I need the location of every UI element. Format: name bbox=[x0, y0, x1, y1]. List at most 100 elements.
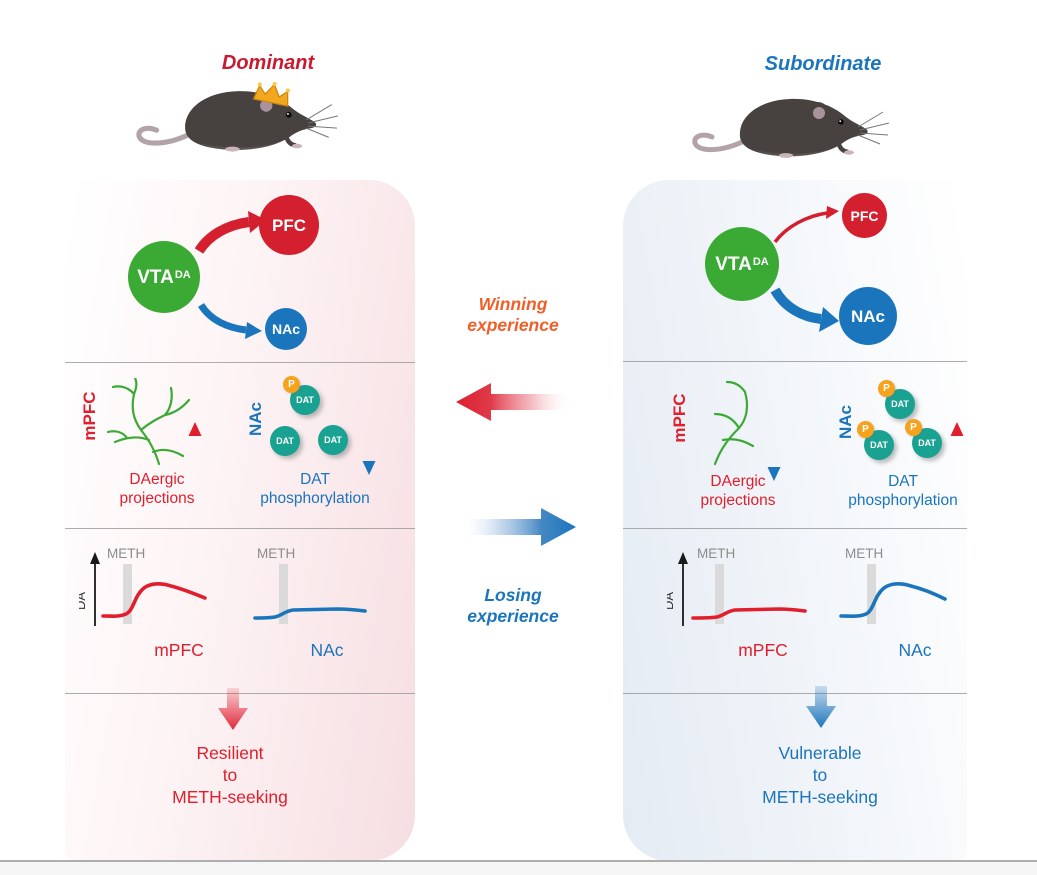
meth-injection-bar bbox=[279, 564, 288, 624]
dominant-mouse-with-crown-illustration bbox=[136, 82, 339, 152]
vulnerable-outcome-text: Vulnerable to METH-seeking bbox=[720, 742, 920, 808]
section-divider bbox=[623, 361, 967, 362]
meth-injection-bar bbox=[867, 564, 876, 624]
outcome-line: METH-seeking bbox=[172, 787, 288, 807]
vta-superscript: DA bbox=[752, 255, 769, 268]
dat-molecule-phosphorylated: DAT P bbox=[878, 380, 915, 419]
subordinate-mouse-illustration bbox=[690, 90, 890, 170]
mpfc-da-response-graph: DA METH mPFC bbox=[79, 546, 207, 660]
mpfc-da-response-graph: DA METH mPFC bbox=[667, 546, 807, 660]
nac-label: NAc bbox=[271, 321, 300, 337]
vta-label: VTA bbox=[715, 253, 752, 275]
outcome-line: Vulnerable bbox=[778, 743, 862, 763]
pfc-node: PFC bbox=[259, 195, 319, 255]
mouse-tail bbox=[136, 125, 190, 146]
up-arrow-red-icon bbox=[188, 422, 202, 474]
phosphate-badge: P bbox=[878, 380, 895, 397]
vta-to-pfc-arrowhead bbox=[826, 206, 839, 219]
dat-label: DAT bbox=[324, 435, 342, 445]
vta-pathway-arrows bbox=[194, 211, 266, 339]
pfc-node: PFC bbox=[842, 193, 887, 238]
nac-region-label: NAc bbox=[246, 401, 265, 437]
vta-pathway-arrows bbox=[770, 206, 839, 332]
caption-line: projections bbox=[700, 492, 776, 509]
outcome-line: METH-seeking bbox=[762, 787, 878, 807]
caption-line: DAT bbox=[300, 471, 330, 488]
outcome-down-arrow-blue-icon bbox=[806, 686, 836, 728]
caption-line: phosphorylation bbox=[848, 492, 958, 509]
caption-line: DAT bbox=[888, 473, 918, 490]
outcome-line: Resilient bbox=[196, 743, 264, 763]
down-arrow-blue-icon bbox=[767, 432, 781, 481]
da-axis-arrowhead bbox=[678, 552, 688, 564]
subordinate-title: Subordinate bbox=[764, 53, 882, 75]
mouse-icon bbox=[136, 91, 339, 152]
dat-phosphorylation-caption: DAT phosphorylation bbox=[245, 470, 385, 508]
dat-label: DAT bbox=[296, 395, 314, 405]
dat-molecule-phosphorylated: DAT P bbox=[857, 421, 894, 460]
vta-to-pfc-arrowhead bbox=[248, 211, 266, 233]
daergic-projections-caption: DAergic projections bbox=[87, 470, 227, 508]
outcome-down-arrow-red-icon bbox=[218, 688, 248, 730]
da-axis-label: DA bbox=[667, 592, 676, 610]
phosphate-badge: P bbox=[905, 419, 922, 436]
phosphate-badge: P bbox=[283, 376, 300, 393]
caption-line: DAergic bbox=[129, 471, 185, 488]
section-divider bbox=[65, 362, 415, 363]
meth-label: METH bbox=[257, 546, 295, 561]
caption-line: phosphorylation bbox=[260, 490, 370, 507]
dat-label: DAT bbox=[870, 440, 888, 450]
nac-da-response-graph: METH NAc bbox=[839, 546, 947, 660]
vta-node: VTA DA bbox=[705, 227, 779, 301]
section-divider bbox=[65, 693, 415, 694]
dominant-panel: VTA DA PFC NAc mPFC DAergic bbox=[65, 180, 415, 861]
da-response-curve-increased bbox=[101, 582, 207, 618]
vta-node: VTA DA bbox=[128, 241, 200, 313]
mouse-hind-foot bbox=[225, 146, 240, 152]
mpfc-region-label: mPFC bbox=[670, 393, 689, 443]
mouse-eye bbox=[285, 111, 292, 118]
losing-line: experience bbox=[467, 606, 559, 626]
dat-molecule: DAT bbox=[318, 425, 348, 455]
graph-region-label: NAc bbox=[310, 640, 343, 660]
page-bottom-edge bbox=[0, 860, 1037, 875]
mouse-eye-glint bbox=[287, 113, 289, 115]
subordinate-panel: VTA DA PFC NAc mPFC DAergic pr bbox=[623, 180, 967, 861]
dat-label: DAT bbox=[918, 438, 936, 448]
vta-to-nac-arrowhead bbox=[819, 307, 839, 332]
mouse-front-leg bbox=[283, 134, 297, 148]
down-arrow-blue-icon bbox=[362, 426, 376, 475]
meth-injection-bar bbox=[123, 564, 132, 624]
da-response-curve-flat bbox=[253, 607, 367, 620]
da-response-curve-increased bbox=[839, 582, 947, 618]
da-response-curve-flat bbox=[691, 607, 807, 620]
graph-region-label: NAc bbox=[898, 640, 931, 660]
pfc-label: PFC bbox=[272, 215, 306, 235]
vta-to-nac-arrowhead bbox=[245, 322, 262, 339]
dense-dendrites-icon bbox=[107, 378, 191, 466]
caption-line: DAergic bbox=[710, 473, 766, 490]
losing-line: Losing bbox=[484, 585, 542, 605]
section-divider bbox=[65, 528, 415, 529]
meth-label: METH bbox=[697, 546, 735, 561]
mouse-front-foot bbox=[291, 143, 303, 149]
section-divider bbox=[623, 528, 967, 529]
da-axis-label: DA bbox=[79, 592, 88, 610]
vta-superscript: DA bbox=[174, 268, 191, 281]
outcome-line: to bbox=[812, 765, 828, 785]
dat-molecule: DAT bbox=[270, 426, 300, 456]
nac-region-label: NAc bbox=[836, 404, 855, 440]
da-axis-arrowhead bbox=[90, 552, 100, 564]
daergic-projections-caption: DAergic projections bbox=[668, 472, 808, 510]
winning-experience-label: Winning experience bbox=[433, 294, 593, 336]
vta-to-pfc-arrow-weak bbox=[773, 211, 828, 244]
losing-experience-label: Losing experience bbox=[433, 585, 593, 627]
mouse-body bbox=[185, 91, 317, 150]
dat-label: DAT bbox=[276, 436, 294, 446]
graph-region-label: mPFC bbox=[738, 640, 788, 660]
nac-node: NAc bbox=[265, 308, 307, 350]
vta-to-nac-arrow bbox=[198, 302, 247, 334]
crown-icon bbox=[252, 82, 290, 107]
meth-label: METH bbox=[845, 546, 883, 561]
